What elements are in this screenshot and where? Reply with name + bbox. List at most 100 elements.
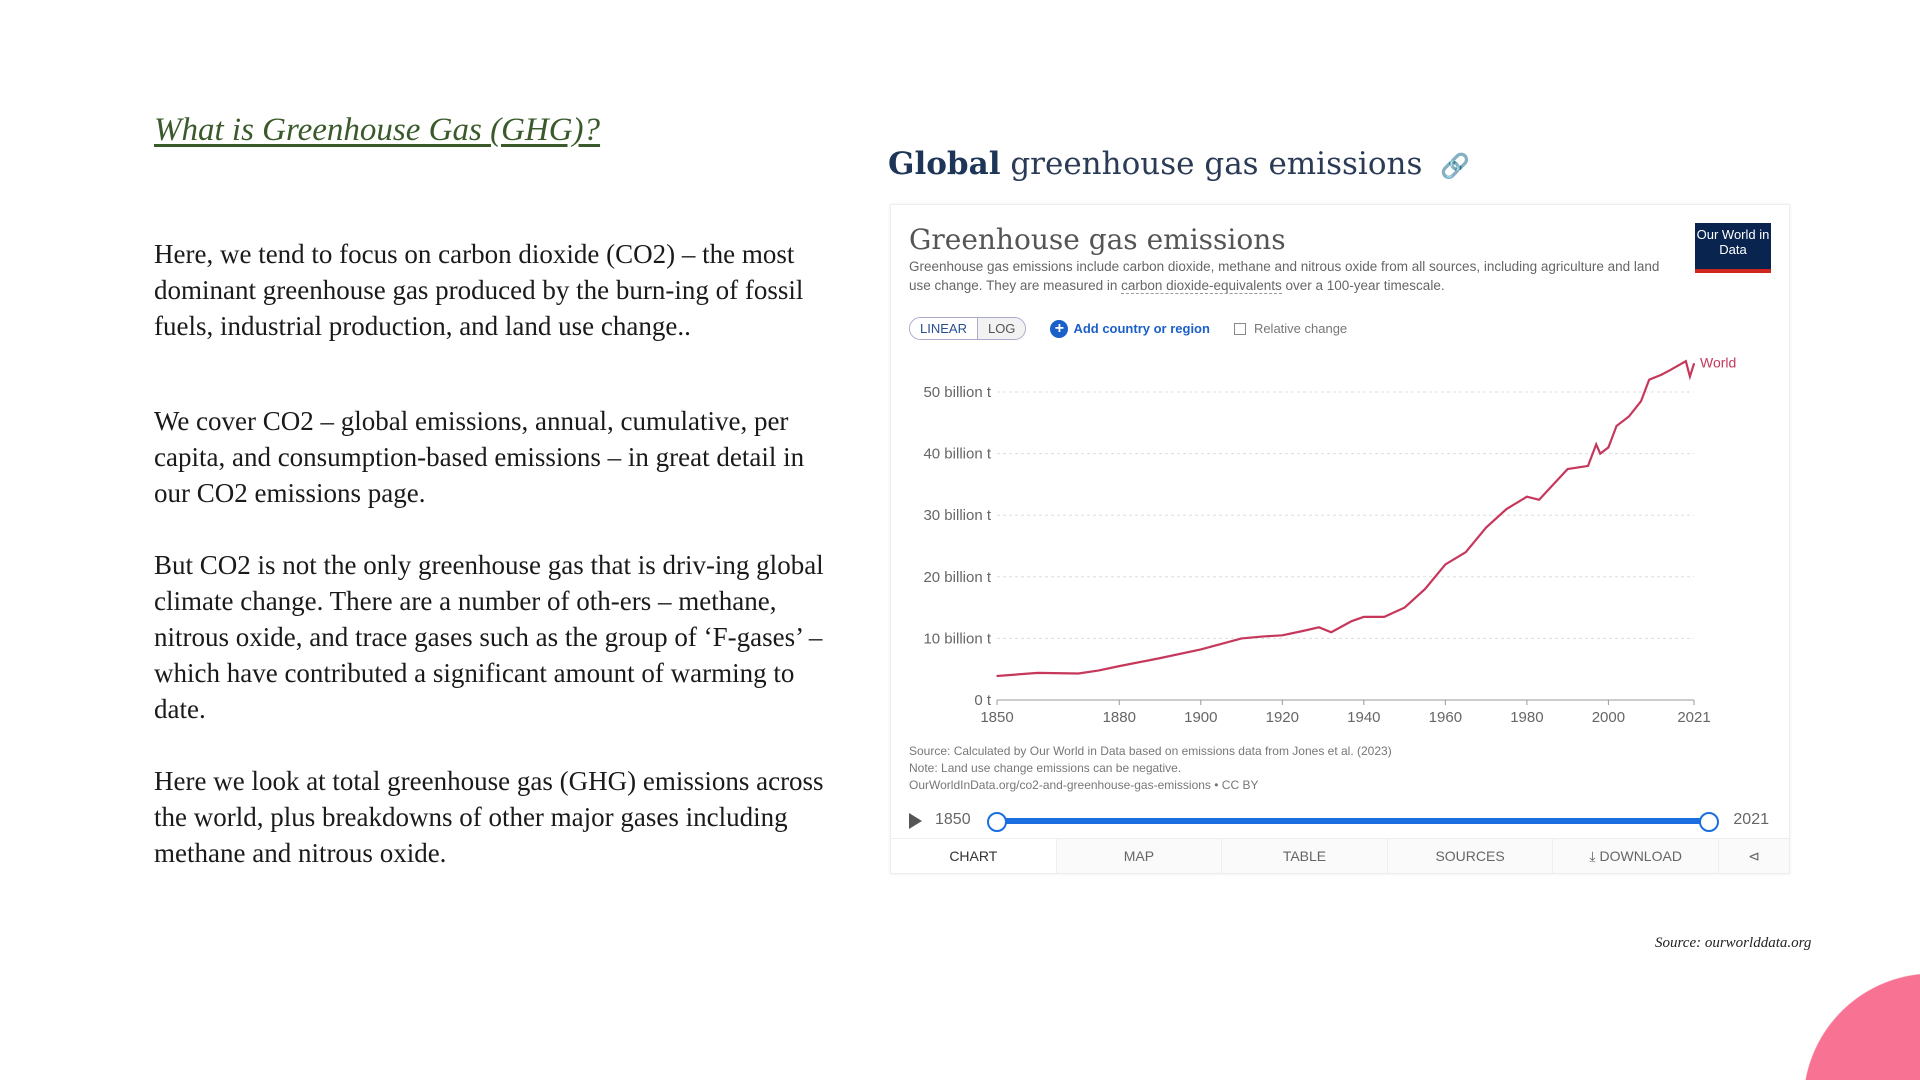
x-tick-label: 1940: [1347, 709, 1380, 726]
subtitle-text: Greenhouse gas emissions include carbon …: [909, 259, 1660, 293]
data-point: [1685, 360, 1687, 362]
data-point: [1587, 465, 1589, 467]
log-button[interactable]: LOG: [977, 318, 1026, 339]
data-point: [1464, 551, 1467, 553]
link-icon[interactable]: 🔗: [1440, 152, 1471, 180]
tab-download[interactable]: ⤓ DOWNLOAD: [1552, 839, 1718, 873]
paragraph-3: But CO2 is not the only greenhouse gas t…: [154, 550, 824, 724]
scale-toggle: LINEAR LOG: [909, 317, 1027, 340]
timeline-start-label: 1850: [935, 811, 971, 828]
data-point: [1281, 634, 1284, 637]
data-point: [1383, 616, 1386, 618]
chart-card: Greenhouse gas emissions Greenhouse gas …: [890, 204, 1790, 874]
source-note: Source: Calculated by Our World in Data …: [909, 744, 1392, 758]
owid-logo[interactable]: Our World in Data: [1695, 223, 1771, 273]
x-tick-label: 1920: [1266, 709, 1299, 726]
add-country-label: Add country or region: [1073, 321, 1210, 336]
timeline: 1850 2021: [909, 809, 1769, 835]
data-point: [1036, 672, 1039, 674]
y-tick-label: 50 billion t: [923, 384, 991, 401]
data-point: [996, 675, 998, 677]
download-icon: ⤓: [1589, 848, 1600, 864]
data-point: [1363, 616, 1365, 618]
data-point: [1648, 378, 1650, 381]
relative-change-checkbox[interactable]: Relative change: [1233, 321, 1348, 336]
chart-notes: Source: Calculated by Our World in Data …: [909, 743, 1392, 794]
line-chart: 0 t 10 billion t 20 billion t 30 billion t 4…: [923, 355, 1736, 726]
tab-chart[interactable]: CHART: [891, 839, 1056, 873]
data-point: [1640, 400, 1642, 403]
data-point: [1660, 373, 1663, 376]
x-tick-label: 1980: [1510, 709, 1543, 726]
chart-subtitle: Greenhouse gas emissions include carbon …: [909, 257, 1669, 295]
embed-title: Global greenhouse gas emissions 🔗: [888, 146, 1470, 182]
slide-source: Source: ourworlddata.org: [1655, 935, 1812, 951]
y-tick-label: 40 billion t: [923, 446, 991, 463]
share-button[interactable]: ⊲: [1717, 839, 1789, 873]
url-note[interactable]: OurWorldInData.org/co2-and-greenhouse-ga…: [909, 778, 1259, 792]
timeline-end-handle[interactable]: [1699, 812, 1719, 832]
plus-icon: +: [1050, 319, 1069, 338]
data-point: [1424, 588, 1426, 590]
data-point: [1098, 669, 1100, 672]
data-point: [1444, 563, 1447, 566]
share-icon: ⊲: [1748, 848, 1760, 864]
data-point: [1118, 665, 1121, 667]
y-tick-label: 10 billion t: [923, 630, 991, 647]
embed-title-bold: Global: [888, 146, 1001, 182]
data-point: [1526, 495, 1528, 498]
data-point: [1689, 375, 1691, 378]
slide-heading: What is Greenhouse Gas (GHG)?: [154, 112, 601, 148]
data-point: [1566, 468, 1569, 470]
data-point: [1318, 626, 1320, 629]
data-point: [1200, 648, 1202, 651]
y-tick-label: 30 billion t: [923, 507, 991, 524]
embed-title-rest: greenhouse gas emissions: [1010, 146, 1423, 182]
co2-equivalents-link[interactable]: carbon dioxide-equivalents: [1121, 278, 1282, 294]
data-point: [1261, 635, 1263, 638]
linear-button[interactable]: LINEAR: [910, 318, 978, 339]
data-point: [1403, 606, 1406, 609]
chart-controls: LINEAR LOG + Add country or region Relati…: [909, 317, 1347, 340]
x-tick-label: 1850: [980, 709, 1013, 726]
x-tick-label: 1900: [1184, 709, 1217, 726]
series-line-world: [996, 359, 1696, 678]
data-point: [1627, 415, 1630, 418]
chart-tabs: CHART MAP TABLE SOURCES ⤓ DOWNLOAD ⊲: [891, 838, 1789, 873]
decorative-circle: [1803, 973, 1920, 1080]
download-label: DOWNLOAD: [1599, 848, 1682, 864]
y-tick-label: 0 t: [974, 692, 992, 709]
tab-sources[interactable]: SOURCES: [1386, 839, 1553, 873]
paragraph-4: Here we look at total greenhouse gas (GH…: [154, 766, 824, 868]
data-point: [1485, 526, 1487, 529]
tab-map[interactable]: MAP: [1055, 839, 1222, 873]
land-use-note: Note: Land use change emissions can be n…: [909, 761, 1182, 775]
data-point: [1668, 369, 1671, 372]
data-point: [1330, 631, 1333, 634]
subtitle-text-end: over a 100-year timescale.: [1281, 278, 1445, 293]
x-tick-label: 1960: [1429, 709, 1462, 726]
data-point: [1301, 630, 1304, 632]
add-country-button[interactable]: + Add country or region: [1050, 319, 1210, 338]
data-point: [1599, 452, 1602, 455]
timeline-track[interactable]: [987, 812, 1719, 832]
data-point: [1693, 362, 1695, 365]
data-point: [1615, 425, 1618, 427]
relative-change-label: Relative change: [1253, 321, 1348, 336]
timeline-start-handle[interactable]: [987, 812, 1007, 832]
data-point: [1240, 637, 1243, 640]
data-point: [1077, 672, 1080, 675]
data-point: [1350, 620, 1353, 622]
data-point: [1538, 499, 1540, 501]
x-tick-label: 1880: [1103, 709, 1136, 726]
paragraph-2: We cover CO2 – global emissions, annual,…: [154, 406, 805, 508]
chart-title: Greenhouse gas emissions: [909, 223, 1286, 256]
series-label-world: World: [1700, 355, 1736, 371]
x-tick-label: 2000: [1592, 709, 1625, 726]
data-point: [1505, 508, 1508, 510]
data-point: [1595, 443, 1597, 446]
play-icon[interactable]: [909, 813, 922, 829]
tab-table[interactable]: TABLE: [1221, 839, 1387, 873]
y-tick-label: 20 billion t: [923, 569, 991, 586]
x-tick-label: 2021: [1677, 709, 1710, 726]
